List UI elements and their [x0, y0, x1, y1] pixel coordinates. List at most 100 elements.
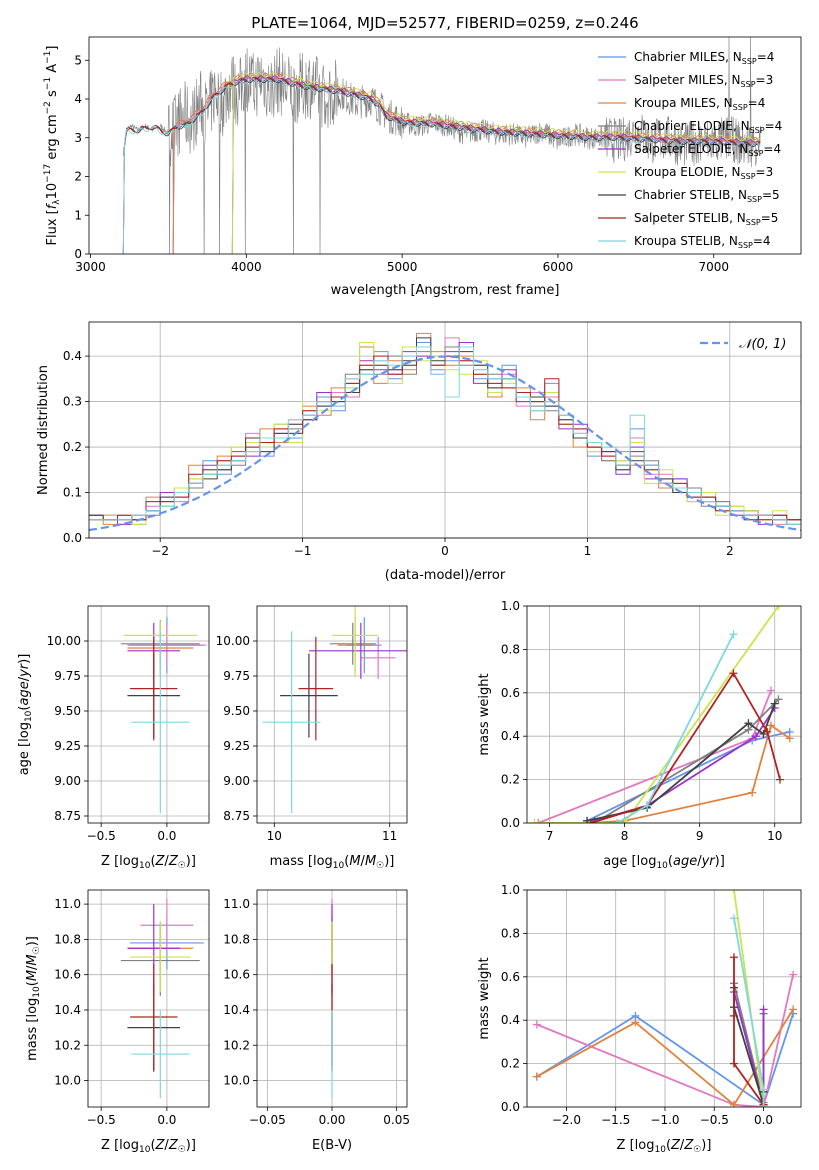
errorbar-point-1 [140, 898, 194, 952]
y-tick-label: 10.8 [223, 932, 250, 946]
y-tick-label: 10.6 [54, 968, 81, 982]
weight-series-8 [729, 914, 768, 1107]
axes-frame [88, 36, 802, 255]
errorbar-plot-area [262, 606, 407, 814]
weight-marker [729, 890, 738, 894]
weight-marker [770, 699, 779, 708]
y-tick-label: 0.3 [63, 395, 82, 409]
legend-label-2: Kroupa MILES, NSSP=4 [634, 96, 765, 112]
weight-marker [643, 801, 652, 810]
y-tick-label: 4 [74, 92, 82, 106]
weight-marker [759, 1005, 768, 1014]
errorbar-point-4 [308, 622, 407, 679]
y-tick-label: 1.0 [501, 883, 520, 897]
errorbar-plot-area [120, 617, 207, 814]
legend-label-7: Salpeter STELIB, NSSP=5 [634, 211, 778, 227]
y-axis-label: mass weight [477, 673, 492, 755]
y-axis-label: mass weight [477, 957, 492, 1039]
legend: 𝒩(0, 1) [700, 337, 786, 352]
gaussian-curve [89, 355, 801, 532]
weight-marker [729, 953, 738, 962]
y-tick-label: 5 [74, 53, 82, 67]
axes-frame [256, 889, 408, 1108]
weight-marker [729, 1059, 738, 1068]
x-tick-label: −0.5 [700, 1113, 729, 1127]
legend-label-8: Kroupa STELIB, NSSP=4 [634, 234, 771, 250]
model-spectrum-line-4 [231, 75, 760, 254]
weight-series-1 [534, 686, 775, 823]
axes-frame [256, 605, 408, 824]
weight-marker [583, 816, 592, 823]
x-tick-label: 7 [546, 829, 554, 843]
x-tick-label: 1 [584, 544, 592, 558]
axes-panel-2: −0.5 0.0 8.75 9.00 9.25 9.50 9.75 10.00 Z [log10… [17, 605, 210, 871]
weight-plot-area [532, 890, 798, 1107]
y-tick-label: 0.4 [501, 729, 520, 743]
weight-marker [775, 775, 784, 784]
y-tick-label: 0.0 [501, 816, 520, 830]
x-tick-label: 9 [696, 829, 704, 843]
axes-frame [87, 889, 210, 1108]
weight-marker [789, 1005, 798, 1014]
y-tick-label: 0.4 [501, 1013, 520, 1027]
x-axis-label: Z [log10(Z/Z☉)] [101, 854, 196, 871]
x-axis-label: Z [log10(Z/Z☉)] [101, 1138, 196, 1155]
x-tick-label: 0.0 [157, 1113, 176, 1127]
x-axis-label: wavelength [Angstrom, rest frame] [331, 283, 560, 298]
y-axis-label: Flux [fλ10−17 erg cm−2 s−1 A−1] [43, 46, 62, 246]
legend-label-3: Chabrier ELODIE, NSSP=4 [634, 119, 782, 135]
y-tick-label: 0.6 [501, 686, 520, 700]
spectrum-plot-area [122, 37, 761, 254]
x-axis-label: mass [log10(M/M☉)] [270, 854, 395, 871]
axes-panel-0: 3000 4000 5000 6000 7000 0 1 2 3 4 5 PLATE=1064, MJ… [43, 14, 802, 298]
x-tick-label: −1.0 [650, 1113, 679, 1127]
y-tick-label: 0.0 [63, 531, 82, 545]
x-tick-label: −0.5 [87, 829, 116, 843]
y-tick-label: 0.1 [63, 486, 82, 500]
weight-line [536, 974, 794, 1107]
errorbar-point-6 [280, 653, 338, 738]
weight-marker [748, 788, 757, 797]
weight-marker [534, 819, 543, 823]
weight-plot-area [530, 606, 794, 823]
weight-line [733, 890, 765, 1107]
axes-frame [87, 605, 210, 824]
x-tick-label: 5000 [387, 260, 418, 274]
weight-marker [631, 1018, 640, 1027]
x-tick-label: −2 [151, 544, 169, 558]
x-tick-label: −1 [294, 544, 312, 558]
legend-label-6: Chabrier STELIB, NSSP=5 [634, 188, 780, 204]
y-axis-label: age [log10(age/yr)] [17, 654, 34, 776]
x-tick-label: 0 [441, 544, 449, 558]
errorbar-point-7 [130, 636, 178, 741]
y-tick-label: 0.8 [501, 642, 520, 656]
histogram-step-8 [89, 346, 801, 525]
y-tick-label: 10.2 [223, 1038, 250, 1052]
y-tick-label: 9.50 [54, 704, 81, 718]
histogram-plot-area [89, 332, 801, 532]
y-tick-label: 0.0 [501, 1100, 520, 1114]
weight-series-6 [583, 699, 779, 823]
axes-frame [526, 889, 802, 1108]
x-axis-label: E(B-V) [312, 1138, 352, 1153]
weight-marker [759, 1103, 768, 1107]
weight-marker [774, 695, 783, 704]
x-axis-label: age [log10(age/yr)] [603, 854, 725, 871]
weight-marker [729, 1011, 738, 1020]
axes-panel-1: −2 −1 0 1 2 0.0 0.1 0.2 0.3 0.4 (data-model)/error… [36, 321, 802, 583]
errorbar-point-1 [127, 624, 207, 667]
weight-marker [763, 727, 772, 736]
y-tick-label: 2 [74, 170, 82, 184]
weight-marker [789, 970, 798, 979]
y-tick-label: 9.25 [54, 739, 81, 753]
errorbar-point-8 [262, 631, 321, 814]
weight-line [586, 703, 776, 822]
weight-marker [532, 1020, 541, 1029]
weight-marker [744, 719, 753, 728]
y-tick-label: 10.4 [54, 1003, 81, 1017]
y-axis-label: Normed distribution [36, 365, 51, 495]
x-tick-label: −2.0 [552, 1113, 581, 1127]
weight-marker [729, 669, 738, 678]
y-axis-label: mass [log10(M/M☉)] [25, 936, 42, 1061]
